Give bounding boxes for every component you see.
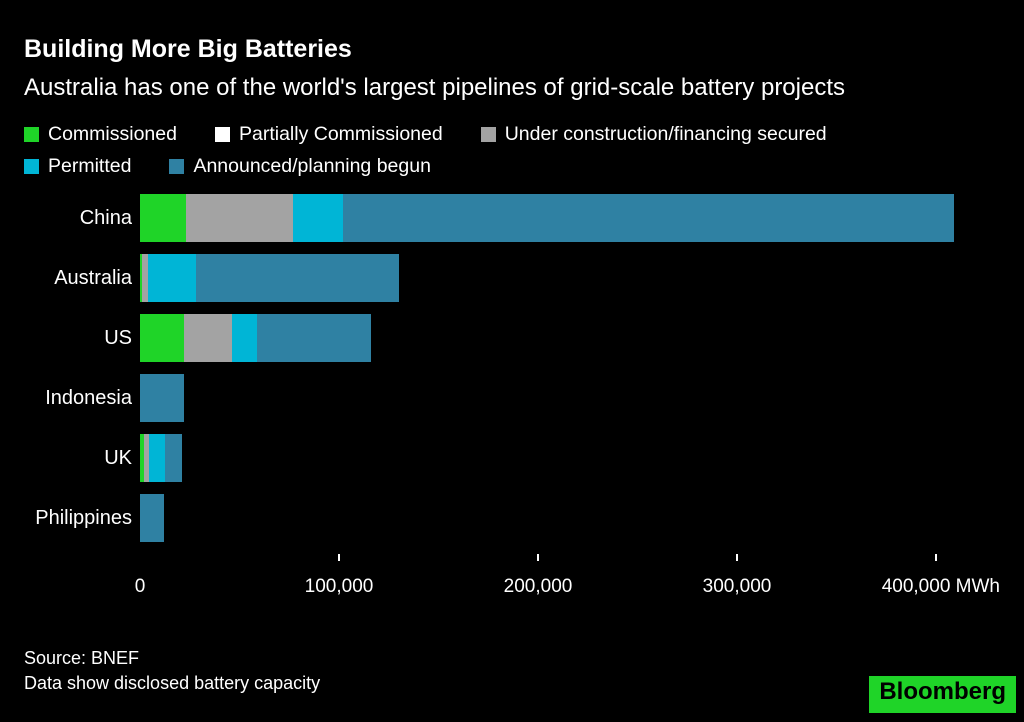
x-tick-mark (935, 554, 937, 561)
category-label-china: China (79, 206, 132, 229)
legend-label: Partially Commissioned (238, 122, 443, 145)
bar-segment-commissioned (140, 254, 142, 302)
bar-china (140, 194, 954, 242)
legend-item-partially-commissioned: Partially Commissioned (214, 122, 443, 146)
bar-segment-announced-planning-begun (257, 314, 371, 362)
bar-segment-announced-planning-begun (342, 194, 954, 242)
legend: Commissioned Partially Commissioned Under … (24, 122, 1000, 178)
x-tick-label: 300,000 (702, 576, 772, 597)
source-text: Source: BNEF (24, 648, 140, 668)
legend-swatch-partially-commissioned (214, 126, 230, 142)
x-tick-label: 100,000 (304, 576, 374, 597)
legend-item-permitted: Permitted (24, 155, 131, 178)
x-tick-mark (338, 554, 340, 561)
x-tick-mark (537, 554, 539, 561)
footnote-text: Data show disclosed battery capacity (24, 673, 321, 693)
bar-segment-permitted (147, 254, 196, 302)
legend-swatch-commissioned (24, 126, 39, 142)
footer: Source: BNEF Data show disclosed battery… (24, 646, 320, 696)
bar-row-china: China (24, 194, 1000, 242)
legend-label: Under construction/financing secured (504, 122, 827, 145)
bar-row-uk: UK (24, 434, 1000, 482)
x-tick-mark (736, 554, 738, 561)
x-tick-label: 0 (134, 576, 146, 597)
bar-segment-commissioned (140, 434, 144, 482)
bar-row-philippines: Philippines (24, 494, 1000, 542)
x-axis-labels: 0 100,000 200,000 300,000 400,000 MWh (135, 576, 1000, 600)
bar-segment-under-construction-financing-secured (141, 254, 148, 302)
legend-swatch-under-construction-financing-secured (480, 126, 496, 142)
chart-title: Building More Big Batteries (24, 35, 352, 63)
bar-segment-announced-planning-begun (195, 254, 399, 302)
category-label-us: US (104, 326, 132, 349)
bar-segment-announced-planning-begun (140, 374, 184, 422)
bar-segment-permitted (293, 194, 343, 242)
bar-us (140, 314, 371, 362)
bar-segment-under-construction-financing-secured (143, 434, 149, 482)
legend-row: Permitted Announced/planning begun (24, 154, 1000, 178)
bar-australia (140, 254, 399, 302)
bar-chart: China Australia US Indonesia UK Philippines (24, 194, 1000, 542)
category-label-australia: Australia (54, 266, 132, 289)
category-label-philippines: Philippines (35, 506, 132, 529)
legend-item-under-construction-financing-secured: Under construction/financing secured (480, 122, 827, 146)
bar-row-us: US (24, 314, 1000, 362)
bar-uk (140, 434, 182, 482)
legend-swatch-announced-planning-begun (169, 158, 185, 174)
x-tick-label: 200,000 (503, 576, 573, 597)
legend-item-commissioned: Commissioned (24, 123, 177, 146)
bar-indonesia (140, 374, 184, 422)
bar-segment-announced-planning-begun (164, 434, 182, 482)
category-label-indonesia: Indonesia (45, 386, 132, 409)
bar-segment-commissioned (140, 194, 186, 242)
bar-philippines (140, 494, 164, 542)
legend-swatch-permitted (24, 158, 39, 174)
category-label-uk: UK (104, 446, 132, 469)
bar-segment-under-construction-financing-secured (185, 194, 294, 242)
bar-segment-under-construction-financing-secured (183, 314, 232, 362)
bar-segment-permitted (148, 434, 165, 482)
legend-label: Announced/planning begun (193, 154, 431, 177)
x-axis-ticks (140, 554, 1000, 562)
x-tick-label: 400,000 MWh (881, 576, 1000, 597)
bar-row-australia: Australia (24, 254, 1000, 302)
bar-segment-announced-planning-begun (140, 494, 164, 542)
bar-segment-permitted (231, 314, 258, 362)
chart-subtitle: Australia has one of the world's largest… (24, 74, 846, 101)
legend-label: Commissioned (48, 122, 177, 145)
legend-item-announced-planning-begun: Announced/planning begun (169, 154, 431, 178)
legend-label: Permitted (48, 154, 132, 177)
bloomberg-logo: Bloomberg (869, 676, 1016, 713)
bar-segment-commissioned (140, 314, 184, 362)
legend-row: Commissioned Partially Commissioned Under … (24, 122, 1000, 146)
bar-row-indonesia: Indonesia (24, 374, 1000, 422)
